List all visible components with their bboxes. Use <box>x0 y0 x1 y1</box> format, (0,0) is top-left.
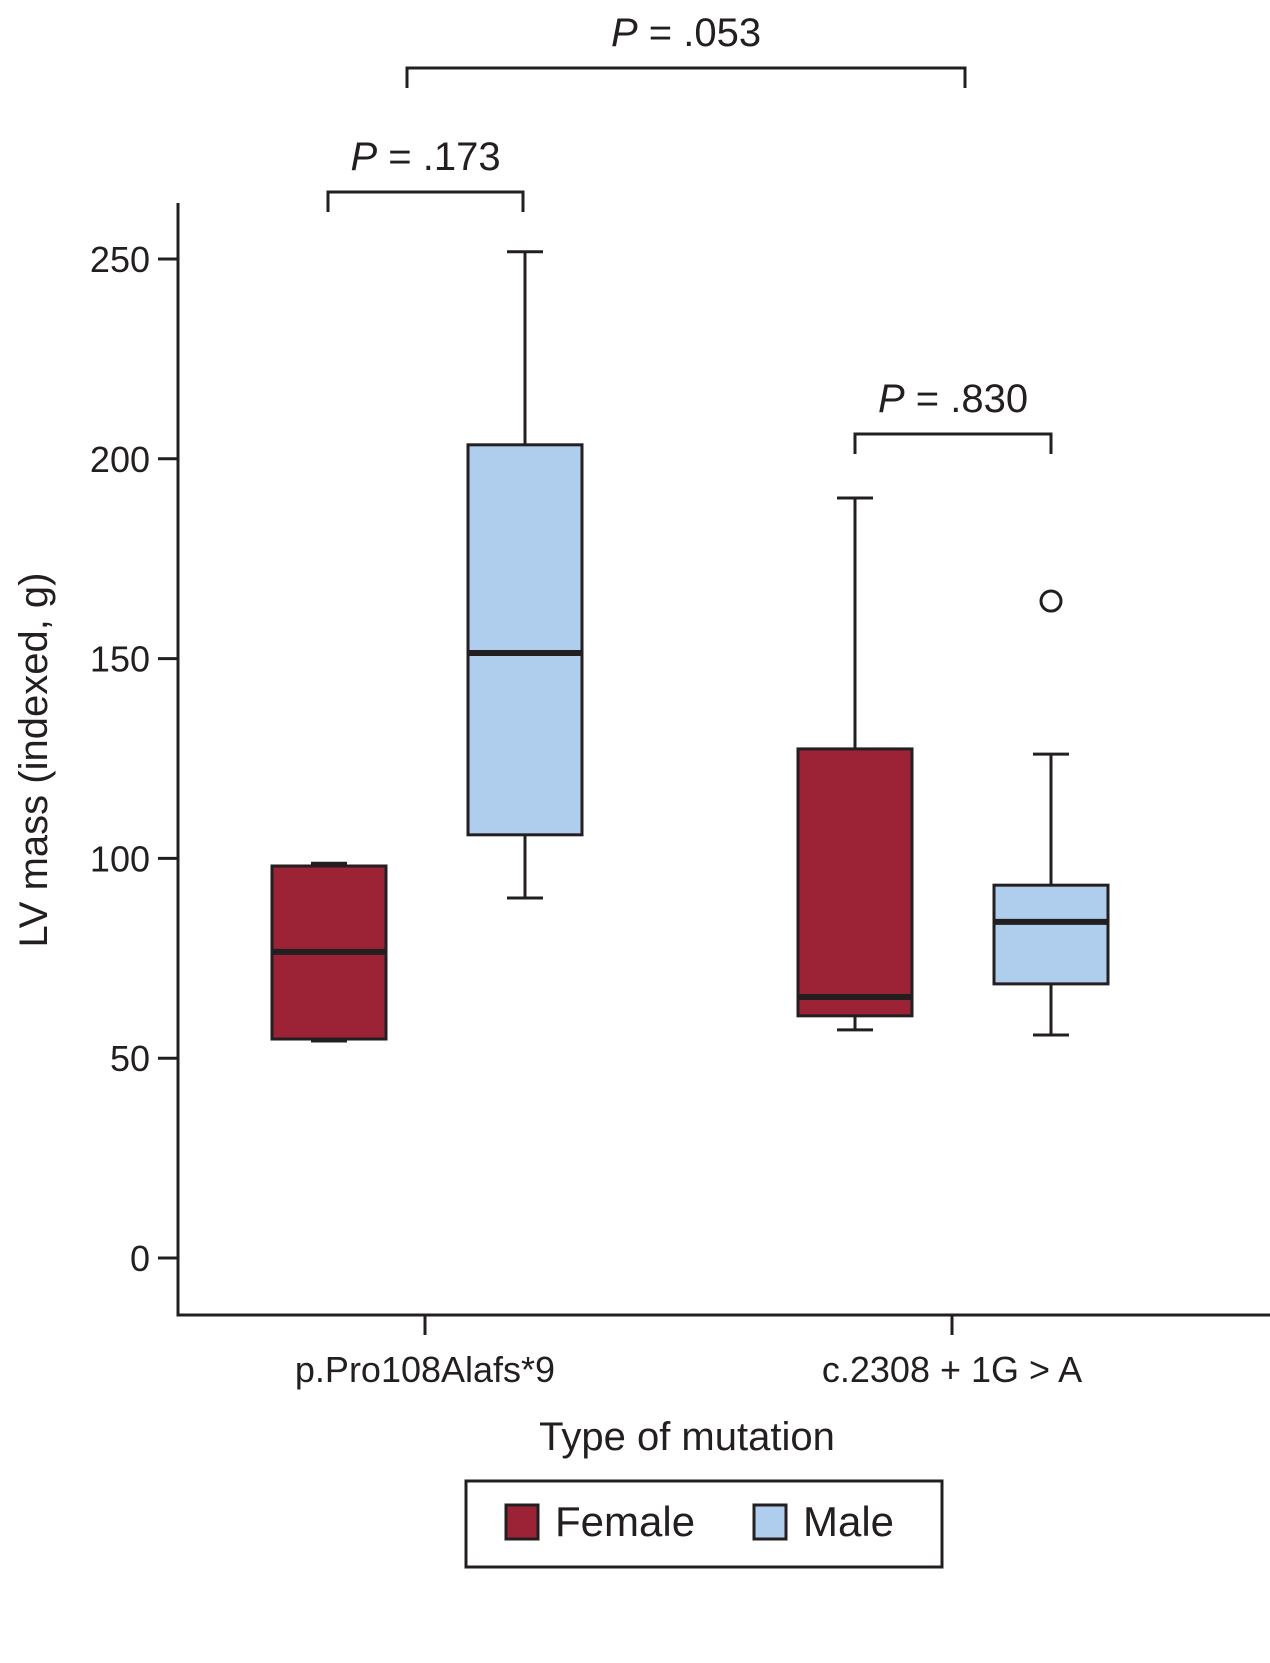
x-tick-label: p.Pro108Alafs*9 <box>295 1349 555 1390</box>
y-tick-label: 200 <box>90 439 150 480</box>
legend-label-male: Male <box>803 1498 894 1545</box>
legend-label-female: Female <box>555 1498 695 1545</box>
significance-bracket <box>326 190 525 212</box>
p-value-label: P = .053 <box>611 11 761 55</box>
legend-frame <box>464 1479 944 1569</box>
annotations: P = .053 P = .173 P = .830 <box>326 11 1053 454</box>
x-tick-label: c.2308 + 1G > A <box>822 1349 1082 1390</box>
legend-swatch-male <box>752 1503 788 1541</box>
outlier-point <box>1039 589 1063 613</box>
y-axis-label: LV mass (indexed, g) <box>12 573 56 948</box>
x-axis-label: Type of mutation <box>539 1415 835 1459</box>
legend-swatch-female <box>504 1503 540 1541</box>
box-iqr <box>992 883 1110 986</box>
box-female-1 <box>270 861 388 1043</box>
y-tick-label: 100 <box>90 838 150 879</box>
y-tick-label: 0 <box>130 1238 150 1279</box>
box-female-2 <box>796 496 914 1032</box>
y-tick-label: 150 <box>90 639 150 680</box>
boxes <box>270 250 1110 1043</box>
y-tick-label: 50 <box>110 1038 150 1079</box>
box-iqr <box>466 443 584 837</box>
p-value-label: P = .830 <box>878 377 1028 421</box>
axes: 0 50 100 150 200 250 p.Pro108Alafs*9 c.2308 + 1… <box>90 203 1270 1390</box>
significance-bracket <box>405 66 967 88</box>
y-tick-label: 250 <box>90 239 150 280</box>
box-iqr <box>796 747 914 1018</box>
legend: Female Male <box>464 1479 944 1569</box>
box-male-2 <box>992 589 1110 1037</box>
box-male-1 <box>466 250 584 900</box>
p-value-label: P = .173 <box>350 135 500 179</box>
significance-bracket <box>853 432 1053 454</box>
